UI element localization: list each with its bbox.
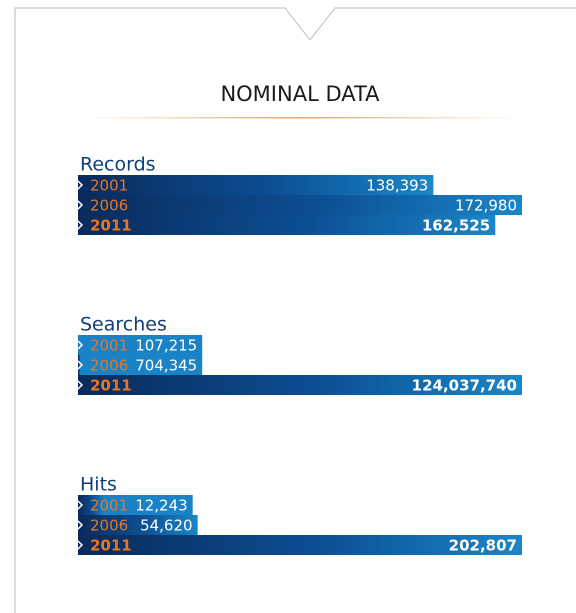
category-label: 2011 xyxy=(90,377,132,395)
row-chevron xyxy=(77,220,84,230)
category-label: 2011 xyxy=(90,217,132,235)
row-chevron xyxy=(77,340,84,350)
bar xyxy=(78,535,522,555)
label-background xyxy=(78,355,203,375)
category-label: 2006 xyxy=(90,517,128,535)
row-chevron xyxy=(77,200,84,210)
bar xyxy=(78,195,522,215)
row-chevron xyxy=(77,360,84,370)
label-background xyxy=(78,335,203,355)
row-chevron xyxy=(77,520,84,530)
value-label: 54,620 xyxy=(140,517,193,535)
category-label: 2011 xyxy=(90,537,132,555)
bar xyxy=(78,515,198,535)
group-title: Records xyxy=(80,154,156,176)
bar xyxy=(78,215,496,235)
category-label: 2006 xyxy=(90,197,128,215)
title-rule xyxy=(80,117,520,119)
bar xyxy=(78,175,434,195)
value-label: 704,345 xyxy=(135,357,197,375)
value-label: 12,243 xyxy=(135,497,188,515)
value-label: 124,037,740 xyxy=(412,377,517,395)
page-title: NOMINAL DATA xyxy=(220,82,380,106)
bar xyxy=(78,375,522,395)
card-border xyxy=(14,7,576,613)
category-label: 2001 xyxy=(90,337,128,355)
row-chevron xyxy=(77,500,84,510)
group-title: Searches xyxy=(80,314,167,336)
category-label: 2006 xyxy=(90,357,128,375)
label-background xyxy=(78,495,193,515)
value-label: 202,807 xyxy=(449,537,517,555)
value-label: 107,215 xyxy=(135,337,197,355)
value-label: 162,525 xyxy=(422,217,490,235)
row-chevron xyxy=(77,380,84,390)
group-title: Hits xyxy=(80,474,117,496)
bar xyxy=(78,355,81,375)
row-chevron xyxy=(77,180,84,190)
category-label: 2001 xyxy=(90,177,128,195)
value-label: 172,980 xyxy=(455,197,517,215)
value-label: 138,393 xyxy=(366,177,428,195)
row-chevron xyxy=(77,540,84,550)
bar xyxy=(78,495,105,515)
category-label: 2001 xyxy=(90,497,128,515)
